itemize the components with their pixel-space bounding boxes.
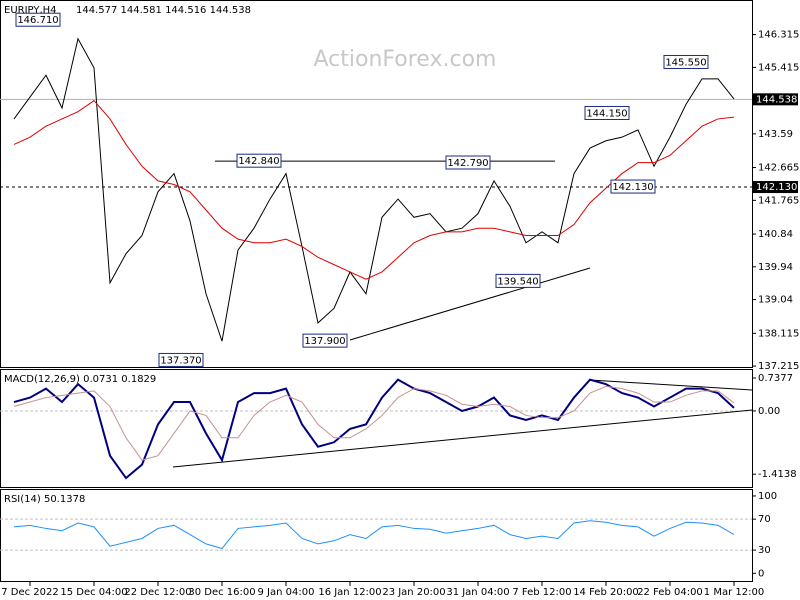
- panel-frame: [0, 489, 753, 582]
- price-tag: [752, 181, 798, 194]
- y-tick-label: -1.4138: [758, 469, 797, 480]
- annotation-box: [15, 12, 61, 27]
- series-line: [13, 378, 735, 480]
- price-tag-label: 142.130: [756, 182, 797, 193]
- price-tag: [752, 93, 798, 106]
- y-tick-label: 140.84: [758, 229, 793, 240]
- x-tick-label: 1 Mar 12:00: [704, 587, 764, 598]
- x-tick-label: 22 Dec 12:00: [124, 587, 191, 598]
- panel-title: RSI(14) 50.1378: [4, 494, 85, 505]
- x-tick-label: 15 Dec 04:00: [60, 587, 127, 598]
- y-tick-label: 0.00: [758, 406, 780, 417]
- annotation-label: 137.370: [160, 355, 201, 366]
- y-tick-label: 141.765: [758, 195, 799, 206]
- annotation-label: 142.840: [238, 156, 279, 167]
- annotation-label: 142.790: [447, 158, 488, 169]
- panel-title: MACD(12,26,9) 0.0731 0.1829: [4, 374, 156, 385]
- annotation-box: [495, 273, 541, 288]
- trend-line: [589, 379, 753, 391]
- annotation-box: [158, 352, 204, 367]
- panel-frame: [0, 369, 753, 488]
- y-tick-label: 70: [758, 514, 771, 525]
- x-tick-label: 14 Feb 20:00: [573, 587, 639, 598]
- annotation-label: 146.710: [17, 15, 58, 26]
- y-tick-label: 142.665: [758, 163, 799, 174]
- annotation-box: [445, 155, 491, 170]
- annotation-label: 142.130: [612, 182, 653, 193]
- y-tick-label: 100: [758, 491, 777, 502]
- y-tick-label: 145.415: [758, 62, 799, 73]
- series-line: [13, 520, 735, 550]
- annotation-box: [302, 333, 348, 348]
- y-tick-label: 30: [758, 545, 771, 556]
- ohlc: 144.577 144.581 144.516 144.538: [76, 5, 251, 16]
- x-tick-label: 9 Jan 04:00: [258, 587, 315, 598]
- x-tick-label: 22 Feb 04:00: [637, 587, 703, 598]
- annotation-label: 137.900: [304, 336, 345, 347]
- annotation-box: [236, 153, 282, 168]
- y-tick-label: 0: [758, 568, 764, 579]
- annotation-label: 139.540: [497, 276, 538, 287]
- y-tick-label: 139.04: [758, 295, 793, 306]
- annotation-box: [584, 105, 630, 120]
- series-line: [13, 385, 735, 461]
- y-tick-label: 143.59: [758, 129, 793, 140]
- annotation-label: 145.550: [665, 57, 706, 68]
- x-tick-label: 16 Jan 12:00: [318, 587, 381, 598]
- y-tick-label: 137.215: [758, 361, 799, 372]
- y-tick-label: 146.315: [758, 30, 799, 41]
- annotation-label: 144.150: [586, 108, 627, 119]
- series-line: [13, 37, 735, 342]
- x-tick-label: 23 Jan 20:00: [382, 587, 445, 598]
- price-tag-label: 144.538: [756, 94, 797, 105]
- annotation-box: [610, 179, 656, 194]
- x-tick-label: 7 Dec 2022: [1, 587, 59, 598]
- watermark: ActionForex.com: [314, 47, 497, 72]
- x-tick-label: 31 Jan 04:00: [446, 587, 509, 598]
- support-line: [349, 267, 591, 341]
- annotation-box: [663, 54, 709, 69]
- y-tick-label: 138.115: [758, 328, 799, 339]
- y-tick-label: 0.7377: [758, 373, 793, 384]
- y-tick-label: 139.94: [758, 262, 793, 273]
- trend-line: [172, 409, 753, 468]
- x-tick-label: 30 Dec 16:00: [188, 587, 255, 598]
- symbol: EURJPY,H4: [4, 5, 57, 16]
- x-tick-label: 7 Feb 12:00: [512, 587, 571, 598]
